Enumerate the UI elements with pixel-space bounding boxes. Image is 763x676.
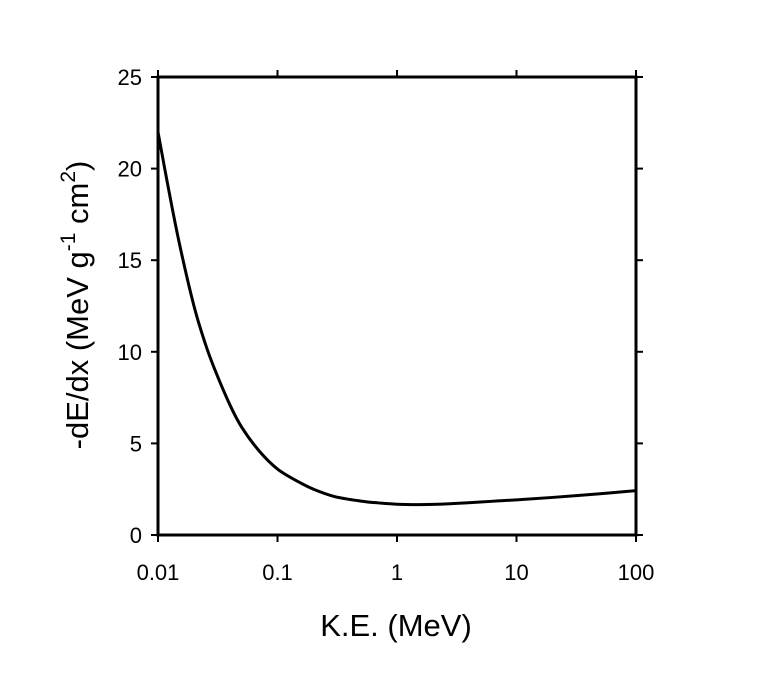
y-tick-label: 20 [118, 157, 142, 182]
y-tick-label: 25 [118, 65, 142, 90]
series-line [156, 130, 638, 507]
x-tick-label: 100 [618, 560, 655, 585]
y-axis-title-end: ) [60, 161, 95, 171]
y-axis-title-superscript-2: 2 [57, 171, 80, 183]
y-axis-title-main: -dE/dx (MeV g [60, 251, 95, 449]
y-axis-ticks: 0 5 10 15 20 25 [118, 65, 643, 548]
x-tick-label: 10 [504, 560, 528, 585]
x-tick-label: 0.01 [137, 560, 180, 585]
y-tick-label: 5 [130, 431, 142, 456]
y-tick-label: 15 [118, 248, 142, 273]
y-tick-label: 10 [118, 340, 142, 365]
y-axis-title: -dE/dx (MeV g-1 cm2) [57, 161, 95, 450]
x-tick-label: 1 [391, 560, 403, 585]
y-tick-label: 0 [130, 523, 142, 548]
x-axis-title: K.E. (MeV) [320, 608, 472, 643]
y-axis-title-superscript-1: -1 [57, 233, 80, 252]
plot-frame [156, 75, 638, 537]
x-axis-ticks: 0.01 0.1 1 10 100 [137, 70, 655, 585]
x-tick-label: 0.1 [262, 560, 293, 585]
y-axis-title-mid: cm [60, 183, 95, 233]
